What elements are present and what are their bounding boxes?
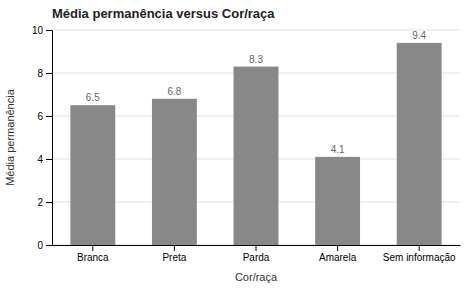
y-tick-mark <box>46 30 52 31</box>
y-axis-line <box>46 31 53 246</box>
y-tick-label: 4 <box>37 154 43 165</box>
y-tick-mark <box>46 116 52 117</box>
x-tick-mark <box>256 245 257 251</box>
bar <box>397 43 442 245</box>
x-tick: Branca <box>77 245 109 263</box>
grid <box>52 30 460 245</box>
x-tick-label: Parda <box>243 252 270 263</box>
y-tick-mark <box>46 245 52 246</box>
data-label: 4.1 <box>331 144 345 155</box>
y-tick: 4 <box>37 154 52 165</box>
x-tick-label: Preta <box>162 252 186 263</box>
y-axis-title: Média permanência <box>4 88 16 185</box>
chart-container: Branca Preta Parda Amarela Sem informação 0 2 4… <box>0 0 474 291</box>
x-tick: Amarela <box>319 245 357 263</box>
y-tick: 6 <box>37 111 52 122</box>
title: Média permanência versus Cor/raça <box>52 6 275 21</box>
y-tick-label: 2 <box>37 197 43 208</box>
y-tick-label: 0 <box>37 240 43 251</box>
data-label: 8.3 <box>249 54 263 65</box>
chart-svg: Branca Preta Parda Amarela Sem informação 0 2 4… <box>0 0 474 291</box>
x-axis-title: Cor/raça <box>235 271 278 283</box>
x-tick: Sem informação <box>383 245 456 263</box>
y-tick: 8 <box>37 68 52 79</box>
x-tick-label: Amarela <box>319 252 357 263</box>
y-tick-label: 8 <box>37 68 43 79</box>
y-tick: 2 <box>37 197 52 208</box>
y-tick-mark <box>46 159 52 160</box>
x-tick-label: Sem informação <box>383 252 456 263</box>
data-labels: 6.5 6.8 8.3 4.1 9.4 <box>86 30 427 155</box>
x-tick-mark <box>174 245 175 251</box>
grid-line <box>52 30 460 31</box>
bar <box>152 99 197 245</box>
y-tick-mark <box>46 202 52 203</box>
y-tick: 10 <box>32 25 52 36</box>
y-tick-label: 10 <box>32 25 44 36</box>
y-tick-mark <box>46 73 52 74</box>
bar <box>315 157 360 245</box>
data-label: 9.4 <box>412 30 426 41</box>
bar <box>234 67 279 245</box>
x-tick-mark <box>337 245 338 251</box>
y-tick-label: 6 <box>37 111 43 122</box>
x-tick: Parda <box>243 245 270 263</box>
x-tick: Preta <box>162 245 186 263</box>
bars <box>70 43 441 245</box>
bar <box>70 105 115 245</box>
x-axis: Branca Preta Parda Amarela Sem informação <box>53 245 461 263</box>
y-axis: 0 2 4 6 8 10 <box>32 25 53 251</box>
data-label: 6.8 <box>167 86 181 97</box>
x-tick-label: Branca <box>77 252 109 263</box>
x-tick-mark <box>419 245 420 251</box>
y-tick: 0 <box>37 240 52 251</box>
plot: Branca Preta Parda Amarela Sem informação 0 2 4… <box>32 25 461 263</box>
data-label: 6.5 <box>86 92 100 103</box>
x-tick-mark <box>92 245 93 251</box>
